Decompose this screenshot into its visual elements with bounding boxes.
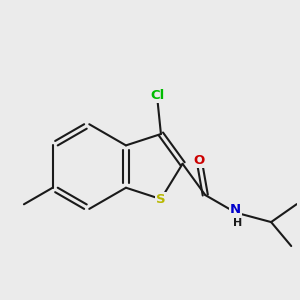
Text: S: S bbox=[156, 193, 166, 206]
Text: Cl: Cl bbox=[150, 89, 165, 102]
Text: N: N bbox=[230, 203, 241, 216]
Text: H: H bbox=[233, 218, 242, 228]
Text: O: O bbox=[194, 154, 205, 167]
